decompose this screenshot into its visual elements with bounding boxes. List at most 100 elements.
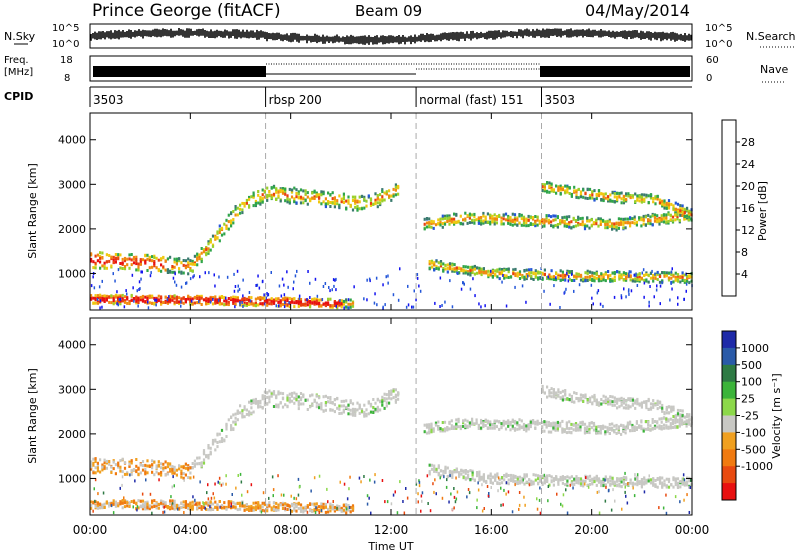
scatter-cell [207, 483, 209, 487]
scatter-cell [625, 278, 628, 282]
scatter-cell [374, 192, 377, 196]
scatter-cell [584, 395, 587, 399]
scatter-cell [654, 202, 657, 206]
scatter-cell [139, 295, 142, 299]
scatter-cell [130, 293, 133, 297]
scatter-cell [661, 281, 663, 285]
scatter-cell [153, 261, 156, 265]
scatter-cell [439, 427, 442, 431]
scatter-cell [334, 278, 336, 282]
scatter-cell [545, 423, 548, 427]
scatter-cell [468, 214, 471, 218]
scatter-cell [166, 301, 169, 305]
scatter-cell [681, 275, 684, 279]
scatter-cell [347, 407, 350, 411]
scatter-cell [457, 420, 460, 424]
scatter-cell [110, 301, 113, 305]
scatter-cell [567, 279, 570, 283]
scatter-cell [173, 265, 176, 269]
scatter-cell [661, 403, 664, 407]
scatter-cell [388, 194, 391, 198]
scatter-cell [211, 502, 215, 506]
scatter-cell [557, 390, 560, 394]
scatter-cell [366, 278, 368, 282]
scatter-cell [489, 220, 492, 224]
scatter-cell [473, 221, 476, 225]
scatter-cell [541, 421, 544, 425]
scatter-cell [121, 297, 124, 301]
scatter-cell [383, 399, 386, 403]
scatter-cell [611, 277, 614, 281]
scatter-cell [182, 301, 185, 305]
scatter-cell [597, 477, 601, 481]
scatter-cell [663, 274, 666, 278]
scatter-cell [266, 195, 269, 199]
scatter-cell [597, 403, 601, 407]
scatter-cell [105, 266, 108, 270]
scatter-cell [624, 490, 626, 494]
scatter-cell [681, 271, 684, 275]
scatter-cell [439, 264, 443, 268]
scatter-cell [441, 421, 444, 424]
scatter-cell [573, 289, 575, 293]
scatter-cell [163, 505, 165, 509]
x-tick-label: 08:00 [273, 523, 308, 537]
scatter-cell [559, 274, 562, 278]
scatter-cell [114, 463, 117, 467]
scatter-cell [433, 469, 436, 473]
scatter-cell [557, 394, 560, 398]
scatter-cell [616, 479, 619, 483]
scatter-cell [566, 185, 569, 189]
scatter-cell [136, 505, 139, 509]
scatter-cell [178, 506, 181, 510]
scatter-cell [248, 508, 250, 512]
scatter-cell [220, 302, 224, 306]
scatter-cell [539, 486, 541, 490]
scatter-cell [505, 274, 508, 278]
scatter-cell [671, 219, 675, 223]
scatter-cell [628, 292, 630, 296]
scatter-cell [561, 504, 564, 508]
scatter-cell [523, 495, 525, 499]
scatter-cell [394, 400, 397, 404]
scatter-cell [363, 297, 365, 301]
scatter-cell [318, 406, 321, 410]
scatter-cell [490, 486, 492, 489]
scatter-cell [121, 499, 124, 502]
scatter-cell [485, 271, 488, 275]
scatter-cell [588, 474, 592, 478]
scatter-cell [374, 473, 376, 477]
scatter-cell [579, 274, 583, 278]
scatter-cell [135, 296, 138, 300]
scatter-cell [279, 301, 282, 305]
scatter-cell [182, 472, 185, 475]
scatter-cell [123, 499, 127, 503]
scatter-cell [482, 422, 485, 426]
scatter-cell [622, 424, 625, 428]
scatter-cell [543, 189, 546, 193]
scatter-cell [640, 197, 643, 201]
scatter-cell [670, 408, 673, 412]
scatter-cell [433, 464, 436, 468]
scatter-cell [155, 502, 158, 506]
scatter-cell [541, 221, 544, 225]
scatter-cell [373, 480, 376, 484]
scatter-cell [597, 401, 601, 405]
scatter-cell [146, 295, 149, 299]
scatter-cell [299, 201, 303, 205]
scatter-cell [444, 465, 447, 469]
scatter-cell [311, 301, 314, 305]
scatter-cell [629, 216, 632, 220]
scatter-cell [329, 396, 332, 399]
scatter-cell [532, 272, 535, 276]
scatter-cell [507, 421, 510, 425]
scatter-cell [281, 187, 285, 190]
scatter-cell [486, 419, 489, 423]
scatter-cell [227, 297, 230, 300]
scatter-cell [320, 502, 323, 506]
scatter-cell [234, 299, 237, 303]
scatter-cell [489, 481, 492, 484]
scatter-cell [232, 221, 235, 225]
scatter-cell [336, 506, 338, 510]
scatter-cell [649, 481, 653, 485]
